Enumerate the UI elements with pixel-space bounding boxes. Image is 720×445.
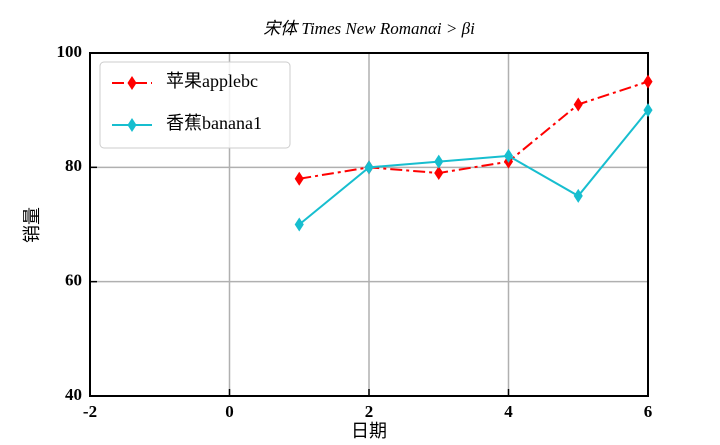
marker	[434, 166, 444, 181]
y-tick-label: 40	[65, 385, 82, 404]
legend-label: 苹果applebc	[166, 71, 258, 91]
marker	[643, 74, 653, 89]
series-line	[299, 80, 649, 180]
y-tick-label: 80	[65, 156, 82, 175]
marker	[364, 160, 374, 175]
series-line	[298, 109, 649, 226]
plot-frame	[89, 52, 649, 397]
marker	[434, 154, 444, 169]
legend-marker	[127, 76, 137, 90]
marker	[573, 97, 583, 112]
marker	[503, 148, 514, 163]
chart-title: 宋体 Times New Romanαi > βi	[263, 19, 475, 38]
marker	[573, 188, 583, 203]
x-tick-label: 0	[225, 402, 234, 421]
marker	[643, 103, 653, 118]
x-tick-label: 2	[365, 402, 374, 421]
x-tick-label: 6	[644, 402, 653, 421]
x-tick-label: -2	[83, 402, 97, 421]
y-tick-label: 100	[57, 42, 83, 61]
legend-marker	[127, 118, 137, 132]
legend-label: 香蕉banana1	[166, 113, 262, 133]
y-axis-label: 销量	[22, 207, 42, 243]
x-axis-label: 日期	[351, 421, 387, 441]
marker	[294, 171, 304, 186]
x-tick-label: 4	[504, 402, 513, 421]
marker	[294, 217, 304, 232]
y-tick-label: 60	[65, 271, 82, 290]
legend-box	[99, 61, 291, 149]
